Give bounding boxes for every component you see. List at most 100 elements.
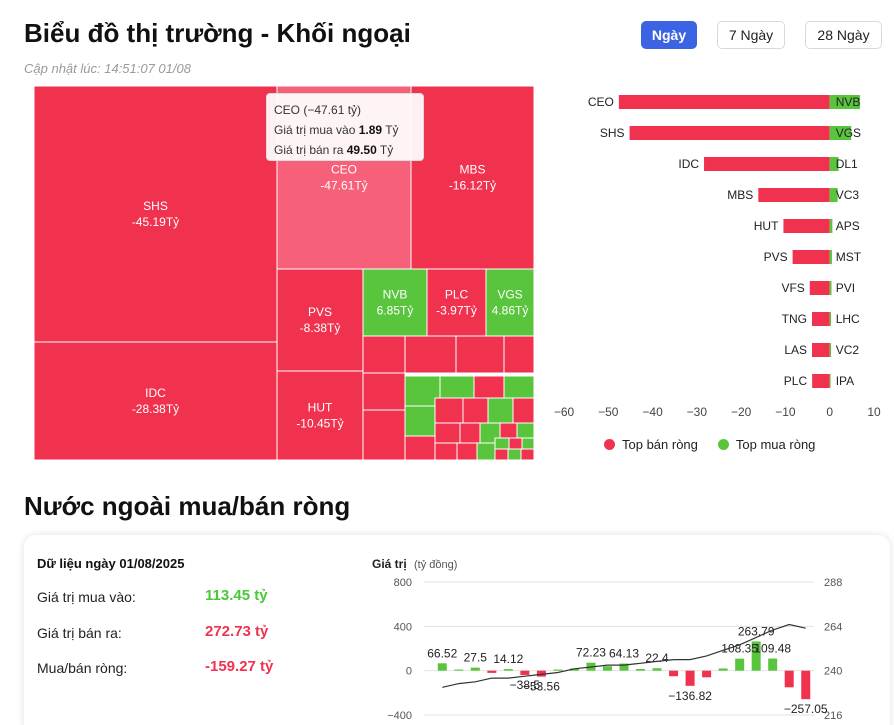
- bar-buy-vgs[interactable]: [829, 126, 852, 140]
- treemap-tile-small[interactable]: [494, 437, 510, 450]
- treemap-tile-small[interactable]: [462, 397, 489, 424]
- flow-bar[interactable]: [718, 668, 728, 671]
- flow-bar[interactable]: [487, 670, 497, 673]
- bar-sell-ceo[interactable]: [618, 95, 830, 109]
- bar-sell-mbs[interactable]: [758, 188, 830, 202]
- bar-sell-idc[interactable]: [704, 157, 830, 171]
- bar-buy-mst[interactable]: [829, 250, 832, 264]
- bar-buy-pvi[interactable]: [829, 281, 832, 295]
- bar-buy-aps[interactable]: [829, 219, 833, 233]
- bar-buy-label: MST: [836, 250, 862, 264]
- flow-data-label: −38.5: [510, 678, 541, 692]
- treemap-tile-small[interactable]: [404, 435, 436, 461]
- bar-sell-vfs[interactable]: [809, 281, 830, 295]
- treemap-tile-small[interactable]: [456, 442, 478, 461]
- treemap-tile-small[interactable]: [520, 448, 534, 461]
- treemap-tile-small[interactable]: [512, 397, 534, 424]
- treemap-tile-small[interactable]: [362, 372, 406, 411]
- bar-sell-label: IDC: [678, 157, 699, 171]
- treemap-tile-pvs[interactable]: [276, 268, 364, 372]
- flow-bar[interactable]: [784, 670, 794, 688]
- flow-bar[interactable]: [652, 668, 662, 671]
- flow-bar[interactable]: [768, 658, 778, 671]
- flow-bar[interactable]: [685, 670, 695, 686]
- treemap-tile-small[interactable]: [521, 437, 534, 450]
- flow-bar[interactable]: [602, 666, 612, 671]
- flow-bar[interactable]: [669, 670, 679, 677]
- updated-timestamp: Cập nhật lúc: 14:51:07 01/08: [24, 61, 191, 76]
- bar-buy-vc3[interactable]: [829, 188, 838, 202]
- treemap-tile-small[interactable]: [507, 448, 522, 461]
- treemap-tile-small[interactable]: [473, 375, 505, 399]
- flow-bar[interactable]: [636, 669, 646, 671]
- legend-item-sell[interactable]: Top bán ròng: [604, 437, 698, 452]
- treemap-tile-shs[interactable]: [34, 86, 278, 343]
- flow-bar[interactable]: [470, 667, 480, 671]
- bar-buy-dl1[interactable]: [829, 157, 839, 171]
- flow-bar[interactable]: [801, 670, 811, 700]
- treemap-tile-small[interactable]: [494, 448, 509, 461]
- flow-bar[interactable]: [619, 663, 629, 671]
- legend-dot-sell: [604, 439, 615, 450]
- range-button-day[interactable]: Ngày: [641, 21, 697, 49]
- treemap-tile-small[interactable]: [404, 335, 457, 374]
- bar-buy-nvb[interactable]: [829, 95, 861, 109]
- range-button-7-days[interactable]: 7 Ngày: [717, 21, 785, 49]
- treemap-tile-small[interactable]: [476, 442, 496, 461]
- treemap-tile-small[interactable]: [362, 335, 406, 374]
- treemap-tile-hut[interactable]: [276, 370, 364, 461]
- treemap-tile-small[interactable]: [434, 397, 464, 424]
- treemap-tile-idc[interactable]: [34, 341, 278, 461]
- flow-bar[interactable]: [569, 668, 579, 671]
- flow-y2-tick: 264: [824, 621, 842, 633]
- bar-buy-label: LHC: [836, 312, 860, 326]
- flow-bar[interactable]: [536, 670, 546, 677]
- flow-bar[interactable]: [702, 670, 712, 678]
- flow-bar[interactable]: [454, 669, 464, 671]
- bar-sell-pvs[interactable]: [792, 250, 830, 264]
- net-value: -159.27 tỷ: [205, 658, 274, 675]
- treemap-tile-small[interactable]: [508, 437, 523, 450]
- flow-bar[interactable]: [520, 670, 530, 675]
- treemap-tile-mbs[interactable]: [410, 86, 534, 270]
- treemap-tile-small[interactable]: [434, 422, 461, 444]
- treemap-tile-vgs[interactable]: [485, 268, 534, 337]
- treemap-tile-small[interactable]: [503, 335, 534, 374]
- range-button-28-days[interactable]: 28 Ngày: [805, 21, 882, 49]
- bar-buy-label: PVI: [836, 281, 855, 295]
- x-axis-tick: −30: [687, 405, 708, 419]
- treemap-tile-small[interactable]: [439, 375, 475, 399]
- bar-sell-hut[interactable]: [783, 219, 830, 233]
- bar-buy-vc2[interactable]: [829, 343, 832, 357]
- treemap-tile-small[interactable]: [499, 422, 518, 439]
- treemap-tile-small[interactable]: [459, 422, 481, 444]
- treemap-tile-small[interactable]: [455, 335, 505, 374]
- legend-item-buy[interactable]: Top mua ròng: [717, 437, 815, 452]
- treemap-tile-plc[interactable]: [426, 268, 487, 337]
- flow-bar[interactable]: [735, 658, 745, 671]
- treemap-tile-small[interactable]: [404, 405, 436, 437]
- bar-sell-shs[interactable]: [629, 126, 830, 140]
- flow-bar[interactable]: [437, 663, 447, 671]
- flow-bar[interactable]: [553, 669, 563, 671]
- treemap-tile-name: NVB: [383, 288, 408, 302]
- flow-data-label: −136.82: [668, 689, 712, 703]
- treemap-tile-small[interactable]: [503, 375, 534, 399]
- bar-buy-label: VC2: [836, 343, 860, 357]
- flow-bar[interactable]: [751, 641, 761, 671]
- tooltip-sell-row: Giá trị bán ra 49.50 Tỷ: [274, 143, 394, 157]
- bar-buy-ipa[interactable]: [829, 374, 831, 388]
- bar-sell-label: LAS: [784, 343, 807, 357]
- treemap-tile-small[interactable]: [487, 397, 514, 424]
- treemap-tile-nvb[interactable]: [362, 268, 428, 337]
- bar-buy-lhc[interactable]: [829, 312, 832, 326]
- bar-sell-las[interactable]: [812, 343, 830, 357]
- treemap-tile-small[interactable]: [362, 409, 406, 461]
- top-net-bar-chart: CEO SHS IDC MBS HUT PVS VFS TNG LAS PLC NVB VGS DL1 V…: [554, 95, 881, 419]
- treemap-tile-small[interactable]: [434, 442, 458, 461]
- flow-bar[interactable]: [503, 669, 513, 671]
- bar-sell-plc[interactable]: [812, 374, 830, 388]
- treemap-tile-small[interactable]: [516, 422, 534, 439]
- bar-sell-tng[interactable]: [812, 312, 830, 326]
- sell-value-label: Giá trị bán ra:: [37, 625, 122, 641]
